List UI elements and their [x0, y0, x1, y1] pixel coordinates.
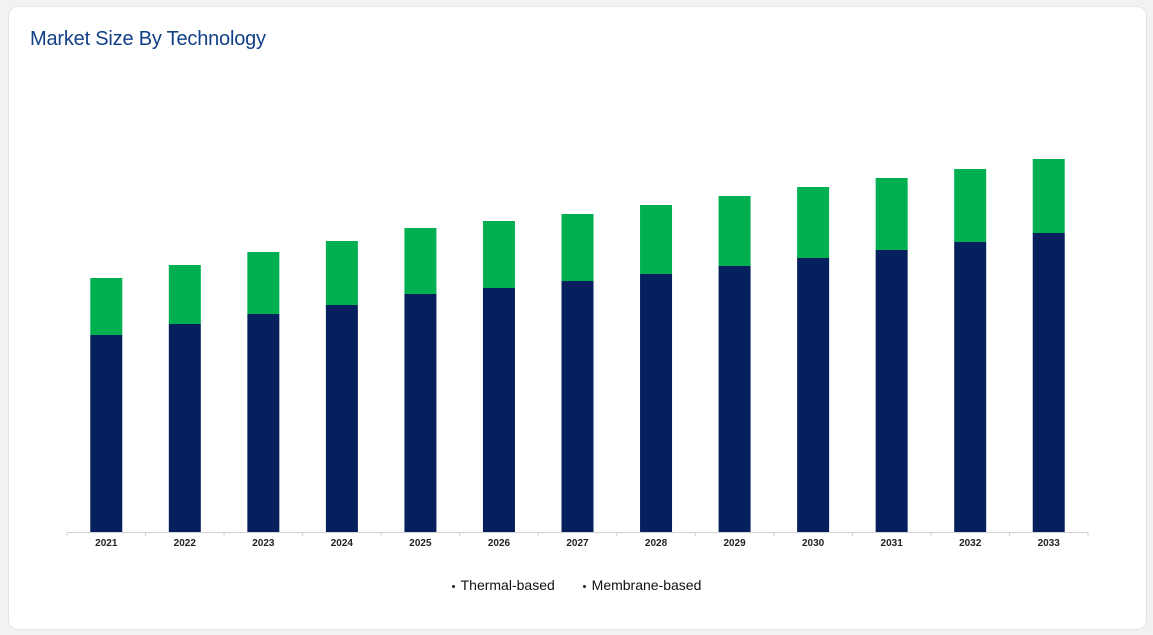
x-tick-label: 2022	[174, 538, 197, 549]
x-tick-label: 2033	[1038, 538, 1061, 549]
bar-thermal-2025	[404, 294, 437, 532]
bar-thermal-2032	[954, 242, 987, 532]
bar-thermal-2022	[168, 324, 201, 532]
x-tick-label: 2032	[959, 538, 982, 549]
bar-thermal-2021	[90, 335, 123, 532]
chart-title: Market Size By Technology	[30, 28, 266, 50]
bar-thermal-2031	[875, 250, 908, 532]
bar-membrane-2032	[954, 169, 987, 242]
bar-membrane-2023	[247, 252, 280, 314]
bar-thermal-2030	[797, 258, 830, 532]
bar-thermal-2027	[561, 281, 594, 532]
x-tick-label: 2024	[331, 538, 354, 549]
bar-thermal-2033	[1032, 233, 1065, 532]
bar-thermal-2029	[718, 266, 751, 532]
bar-membrane-2025	[404, 228, 437, 294]
x-tick-label: 2027	[566, 538, 589, 549]
legend-item-thermal[interactable]: Thermal-based	[451, 577, 555, 593]
bar-thermal-2023	[247, 314, 280, 532]
bar-membrane-2027	[561, 214, 594, 281]
bar-membrane-2021	[90, 278, 123, 335]
bar-membrane-2030	[797, 187, 830, 258]
bar-thermal-2024	[325, 305, 358, 532]
bar-membrane-2026	[482, 221, 515, 288]
legend-label: Thermal-based	[460, 577, 555, 593]
bar-membrane-2028	[640, 205, 673, 274]
x-tick-label: 2021	[95, 538, 118, 549]
legend-marker	[582, 584, 586, 588]
x-tick-label: 2030	[802, 538, 825, 549]
bar-membrane-2029	[718, 196, 751, 266]
x-tick-label: 2029	[723, 538, 746, 549]
bar-membrane-2024	[325, 241, 358, 305]
legend-label: Membrane-based	[591, 577, 702, 593]
x-tick-label: 2031	[881, 538, 904, 549]
bar-membrane-2031	[875, 178, 908, 250]
x-tick-label: 2023	[252, 538, 275, 549]
bar-thermal-2026	[482, 288, 515, 532]
legend-marker	[451, 584, 455, 588]
bar-thermal-2028	[640, 274, 673, 532]
x-tick-label: 2025	[409, 538, 432, 549]
bar-membrane-2022	[168, 265, 201, 324]
x-tick-label: 2028	[645, 538, 668, 549]
bar-membrane-2033	[1032, 159, 1065, 233]
legend-item-membrane[interactable]: Membrane-based	[582, 577, 702, 593]
legend: Thermal-based Membrane-based	[0, 577, 1153, 593]
x-tick-label: 2026	[488, 538, 511, 549]
